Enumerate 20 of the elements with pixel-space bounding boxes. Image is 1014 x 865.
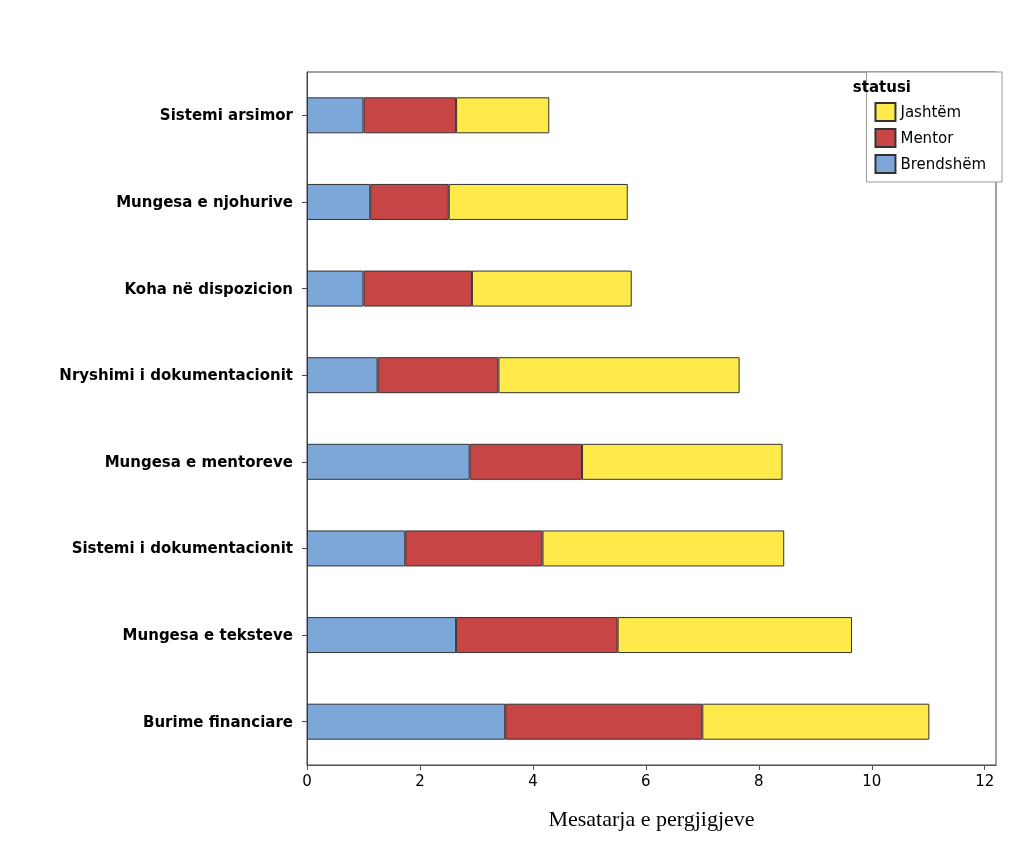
- legend-title: statusi: [852, 77, 911, 96]
- x-tick-label: 10: [862, 771, 882, 790]
- x-axis-title: Mesatarja e pergjigjeve: [548, 805, 755, 831]
- x-tick-label: 12: [975, 771, 995, 790]
- y-tick-label: Burime financiare: [143, 712, 293, 731]
- x-tick-label: 6: [641, 771, 651, 790]
- x-tick-label: 4: [528, 771, 538, 790]
- y-tick-label: Mungesa e teksteve: [122, 626, 293, 645]
- y-tick-label: Mungesa e mentoreve: [104, 452, 293, 471]
- y-tick-label: Mungesa e njohurive: [116, 192, 293, 211]
- x-tick-label: 2: [415, 771, 425, 790]
- legend-label: Mentor: [900, 129, 955, 147]
- legend-label: Jashtëm: [899, 103, 962, 121]
- y-tick-label: Sistemi arsimor: [159, 106, 294, 125]
- y-tick-label: Koha në dispozicion: [124, 279, 293, 298]
- x-tick-label: 8: [754, 771, 764, 790]
- y-tick-label: Nryshimi i dokumentacionit: [59, 366, 293, 385]
- y-tick-label: Sistemi i dokumentacionit: [71, 539, 293, 558]
- x-tick-label: 0: [302, 771, 312, 790]
- legend-label: Brendshëm: [900, 155, 986, 173]
